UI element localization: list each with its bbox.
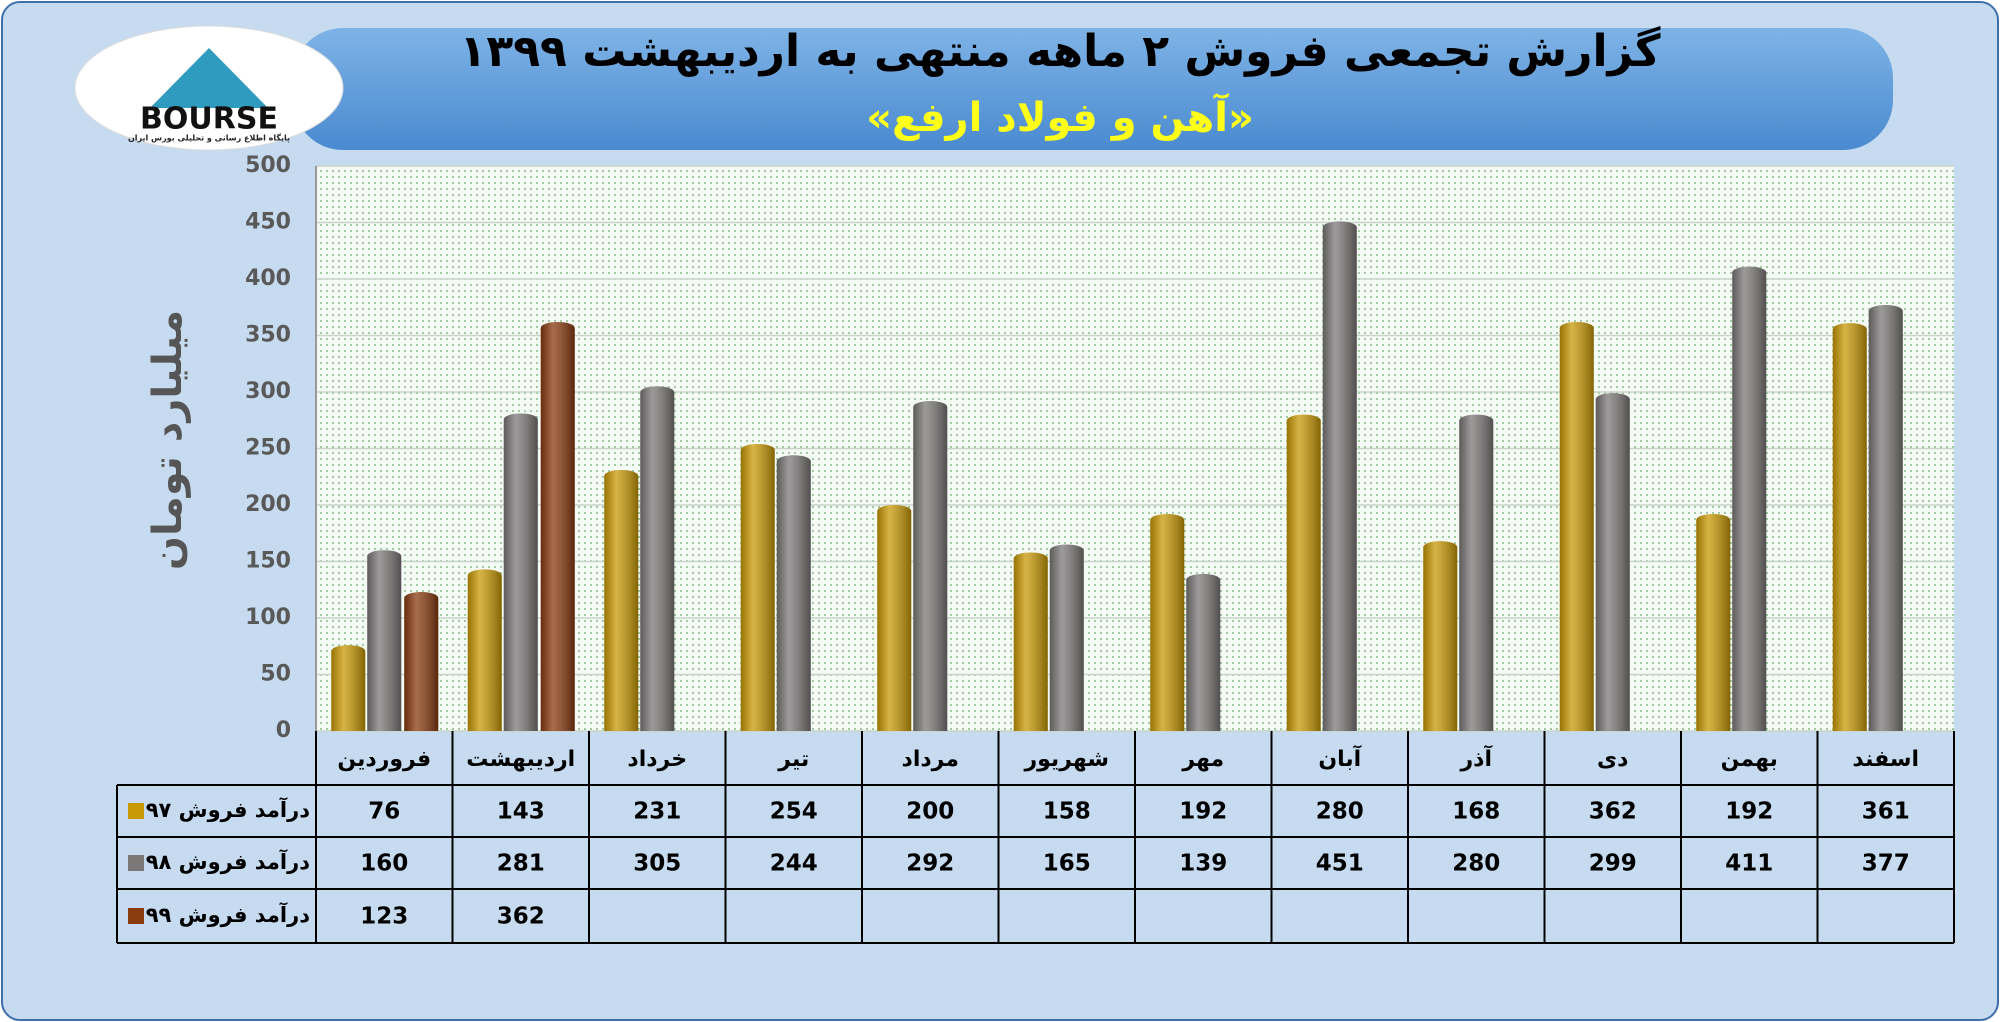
y-tick-label: 250	[245, 436, 291, 461]
legend-swatch	[128, 908, 144, 924]
bar	[640, 386, 675, 731]
bar	[1559, 321, 1594, 731]
table-value: 76	[368, 799, 400, 825]
chart-subtitle: «آهن و فولاد ارفع»	[866, 92, 1254, 141]
y-tick-label: 200	[245, 492, 291, 517]
x-tick-label: تیر	[777, 747, 809, 772]
table-value: 361	[1862, 799, 1910, 825]
table-value: 377	[1862, 851, 1910, 877]
table-value: 139	[1179, 851, 1227, 877]
table-value: 299	[1589, 851, 1637, 877]
bar	[1459, 414, 1494, 731]
x-tick-label: خرداد	[627, 747, 687, 772]
logo-text: BOURSE	[140, 102, 278, 137]
table-value: 165	[1043, 851, 1091, 877]
legend-swatch	[128, 803, 144, 819]
y-tick-label: 400	[245, 266, 291, 291]
bar	[404, 592, 439, 731]
bar	[503, 413, 538, 731]
table-value: 281	[497, 851, 545, 877]
table-value: 451	[1316, 851, 1364, 877]
table-value: 192	[1179, 799, 1227, 825]
y-tick-label: 150	[245, 549, 291, 574]
bar	[913, 401, 948, 731]
bar	[1150, 514, 1185, 731]
x-tick-label: آبان	[1318, 744, 1361, 772]
x-tick-label: اسفند	[1852, 747, 1919, 772]
y-axis-label: میلیارد تومان	[145, 310, 191, 570]
table-value: 123	[360, 904, 408, 930]
legend-label: درآمد فروش ۹۷	[146, 797, 311, 822]
x-tick-label: دی	[1597, 747, 1628, 772]
chart-title: گزارش تجمعی فروش ۲ ماهه منتهی به اردیبهش…	[459, 25, 1660, 77]
x-tick-label: بهمن	[1721, 747, 1778, 772]
table-value: 305	[633, 851, 681, 877]
table-value: 280	[1452, 851, 1500, 877]
y-tick-label: 500	[245, 153, 291, 178]
bar	[467, 569, 502, 731]
legend-label: درآمد فروش ۹۸	[146, 849, 311, 874]
y-tick-label: 100	[245, 605, 291, 630]
bar	[776, 455, 811, 731]
table-value: 280	[1316, 799, 1364, 825]
table-value: 362	[497, 904, 545, 930]
table-value: 292	[906, 851, 954, 877]
y-tick-label: 0	[276, 718, 291, 743]
bar	[1049, 544, 1084, 731]
table-value: 411	[1725, 851, 1773, 877]
bar	[1423, 541, 1458, 731]
bar	[740, 443, 775, 731]
x-tick-label: مهر	[1181, 747, 1224, 772]
table-value: 200	[906, 799, 954, 825]
bar	[877, 505, 912, 731]
table-value: 160	[360, 851, 408, 877]
table-value: 168	[1452, 799, 1500, 825]
bar	[1286, 414, 1321, 731]
bar	[1832, 323, 1867, 731]
table-value: 158	[1043, 799, 1091, 825]
x-tick-label: مرداد	[902, 747, 959, 772]
bar	[1595, 393, 1630, 731]
x-tick-label: آذر	[1460, 744, 1493, 772]
bar	[367, 550, 402, 731]
y-tick-label: 50	[260, 662, 291, 687]
table-value: 362	[1589, 799, 1637, 825]
table-value: 143	[497, 799, 545, 825]
bar	[1868, 304, 1903, 731]
y-tick-label: 450	[245, 210, 291, 235]
bar	[1732, 266, 1767, 731]
bar	[331, 645, 366, 731]
y-tick-label: 300	[245, 379, 291, 404]
x-tick-label: اردیبهشت	[466, 747, 575, 772]
table-value: 231	[633, 799, 681, 825]
legend-label: درآمد فروش ۹۹	[146, 902, 311, 927]
bar	[540, 321, 575, 731]
table-value: 254	[770, 799, 818, 825]
y-tick-label: 350	[245, 323, 291, 348]
bar	[1013, 552, 1048, 731]
table-value: 192	[1725, 799, 1773, 825]
title-banner	[293, 28, 1893, 150]
legend-swatch	[128, 855, 144, 871]
logo-tagline: پایگاه اطلاع رسانی و تحلیلی بورس ایران	[128, 133, 290, 144]
bar	[1696, 514, 1731, 731]
table-value: 244	[770, 851, 818, 877]
bar	[1186, 573, 1221, 731]
x-tick-label: فروردین	[337, 747, 431, 772]
bar	[604, 469, 639, 731]
logo-icon	[150, 48, 268, 108]
bar	[1322, 221, 1357, 731]
x-tick-label: شهریور	[1023, 747, 1109, 772]
